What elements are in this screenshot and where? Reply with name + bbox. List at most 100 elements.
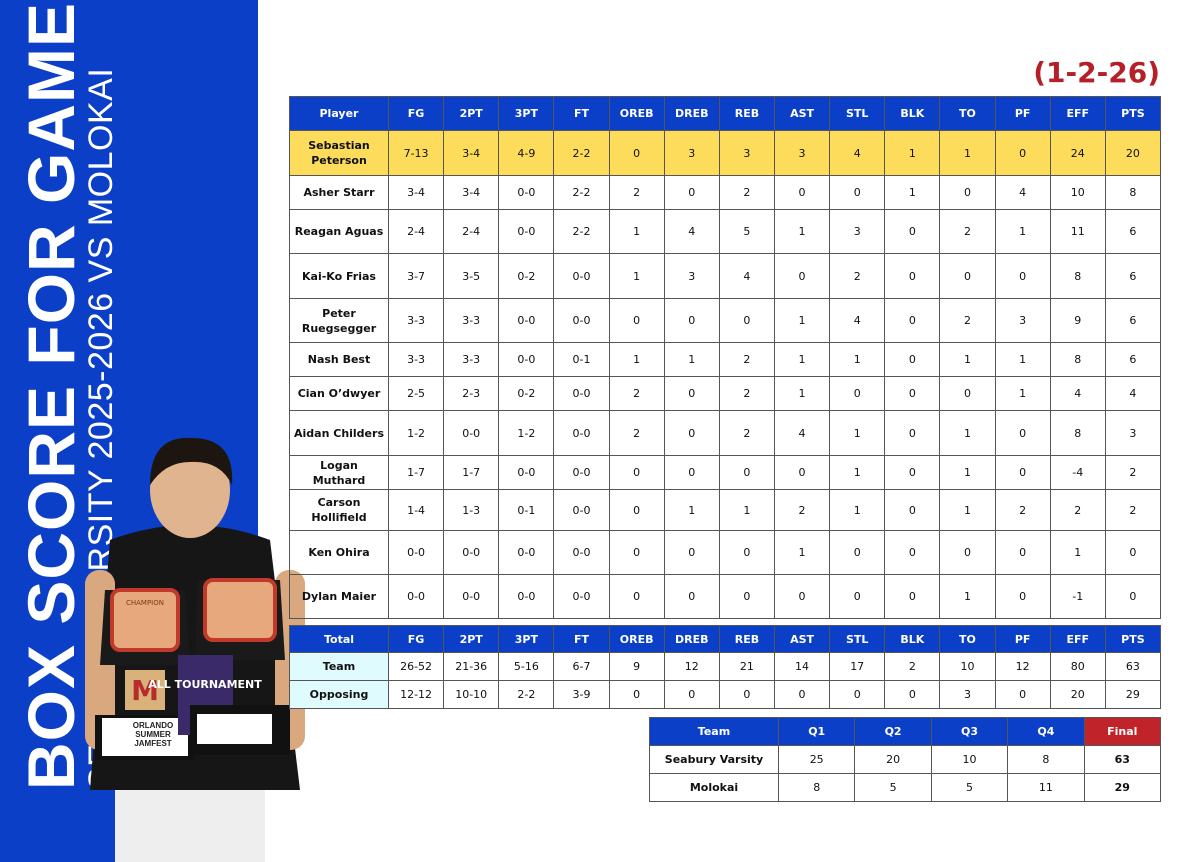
stat-cell: 0-0 xyxy=(387,530,445,575)
stat-cell: 3-7 xyxy=(387,253,445,299)
stat-cell: 0 xyxy=(773,574,831,619)
column-header: 2PT xyxy=(443,625,500,653)
stat-cell: -4 xyxy=(1049,455,1106,490)
trophy-plaque-text: ORLANDO SUMMER JAMFEST xyxy=(132,721,174,748)
stat-cell: 0-0 xyxy=(498,455,555,490)
stat-cell: 0 xyxy=(773,253,831,299)
stat-cell: 0 xyxy=(884,298,941,343)
stat-cell: 0 xyxy=(608,489,665,531)
table-row: Kai-Ko Frias 3-7 3-5 0-2 0-0 1 3 4 0 2 0 0 0 8 6 xyxy=(289,253,1162,299)
stat-cell: 2 xyxy=(608,376,665,411)
stat-cell: 0 xyxy=(829,680,886,709)
stat-cell: 80 xyxy=(1049,652,1106,681)
stat-cell: 0 xyxy=(994,455,1051,490)
stat-cell: 0 xyxy=(608,574,665,619)
stat-cell: 0-2 xyxy=(498,253,555,299)
stat-cell: 0-0 xyxy=(387,574,445,619)
stat-cell: 6 xyxy=(1104,209,1162,254)
stat-cell: 17 xyxy=(829,652,886,681)
stat-cell: 0-1 xyxy=(553,342,610,377)
trophy-text: CHAMPION xyxy=(126,599,164,607)
table-row: Aidan Childers 1-2 0-0 1-2 0-0 2 0 2 4 1 0 1 0 8 3 xyxy=(289,410,1162,456)
stat-cell: 20 xyxy=(1104,130,1162,176)
stat-cell: 1 xyxy=(994,342,1051,377)
stat-cell: 1 xyxy=(939,455,996,490)
column-header: Q1 xyxy=(777,717,856,746)
stat-cell: 1-2 xyxy=(498,410,555,456)
stat-cell: 11 xyxy=(1007,773,1085,802)
stat-cell: 0 xyxy=(608,130,665,176)
column-header: REB xyxy=(718,96,775,131)
column-header: PF xyxy=(994,96,1051,131)
table-row: Nash Best 3-3 3-3 0-0 0-1 1 1 2 1 1 0 1 1 8 6 xyxy=(289,342,1162,377)
stat-cell: 63 xyxy=(1083,745,1162,774)
column-header: BLK xyxy=(884,96,941,131)
stat-cell: 0 xyxy=(884,342,941,377)
stat-cell: 1 xyxy=(994,376,1051,411)
table-row: Logan Muthard 1-7 1-7 0-0 0-0 0 0 0 0 1 0 1 0 -4 2 xyxy=(289,455,1162,490)
stat-cell: 0-0 xyxy=(498,574,555,619)
stat-cell: 0 xyxy=(939,253,996,299)
stat-cell: 0-0 xyxy=(553,410,610,456)
column-header: Player xyxy=(289,96,389,131)
stat-cell: 25 xyxy=(777,745,856,774)
stat-cell: 1 xyxy=(663,342,720,377)
stat-cell: 29 xyxy=(1104,680,1162,709)
stat-cell: 20 xyxy=(854,745,932,774)
stat-cell: 0 xyxy=(884,680,941,709)
stat-cell: 3-3 xyxy=(387,298,445,343)
column-header: REB xyxy=(718,625,775,653)
stat-cell: 0-0 xyxy=(553,298,610,343)
stat-cell: 3-5 xyxy=(443,253,500,299)
stat-cell: 0-0 xyxy=(498,298,555,343)
stat-cell: 6 xyxy=(1104,342,1162,377)
stat-cell: 0-0 xyxy=(443,410,500,456)
stat-cell: 0 xyxy=(773,680,831,709)
stat-cell: 9 xyxy=(1049,298,1106,343)
stat-cell: 2-2 xyxy=(498,680,555,709)
stat-cell: 1 xyxy=(773,530,831,575)
column-header: FG xyxy=(387,96,445,131)
column-header: Total xyxy=(289,625,389,653)
stat-cell: 0-0 xyxy=(553,489,610,531)
stat-cell: 0 xyxy=(884,530,941,575)
stat-cell: 6 xyxy=(1104,253,1162,299)
stat-cell: 2-5 xyxy=(387,376,445,411)
stat-cell: 20 xyxy=(1049,680,1106,709)
stat-cell: 1-2 xyxy=(387,410,445,456)
stat-cell: 2-2 xyxy=(553,130,610,176)
stat-cell: 0 xyxy=(939,175,996,210)
column-header: 2PT xyxy=(443,96,500,131)
stat-cell: 2 xyxy=(939,298,996,343)
column-header: TO xyxy=(939,625,996,653)
row-label: Sebastian Peterson xyxy=(289,130,389,176)
stat-cell: 0 xyxy=(773,175,831,210)
column-header: EFF xyxy=(1049,625,1106,653)
stat-cell: 0-2 xyxy=(498,376,555,411)
stat-cell: 1 xyxy=(939,130,996,176)
stat-cell: 1 xyxy=(884,130,941,176)
column-header: AST xyxy=(773,625,831,653)
stat-cell: 10 xyxy=(1049,175,1106,210)
stat-cell: 5 xyxy=(930,773,1009,802)
stat-cell: 0-0 xyxy=(553,574,610,619)
stat-cell: 0 xyxy=(718,680,775,709)
row-label: Seabury Varsity xyxy=(649,745,779,774)
stat-cell: 4 xyxy=(718,253,775,299)
column-header: STL xyxy=(829,96,886,131)
stat-cell: 2 xyxy=(718,410,775,456)
stat-cell: 1 xyxy=(663,489,720,531)
table-row: Sebastian Peterson 7-13 3-4 4-9 2-2 0 3 3 3 4 1 1 0 2… xyxy=(289,130,1162,176)
stat-cell: 2 xyxy=(773,489,831,531)
stat-cell: 12 xyxy=(994,652,1051,681)
row-label: Logan Muthard xyxy=(289,455,389,490)
table-row: Carson Hollifield 1-4 1-3 0-1 0-0 0 1 1 2 1 0 1 2 2 2 xyxy=(289,489,1162,531)
column-header: PTS xyxy=(1104,96,1162,131)
stat-cell: 2 xyxy=(939,209,996,254)
stat-cell: 6 xyxy=(1104,298,1162,343)
column-header: STL xyxy=(829,625,886,653)
stat-cell: 24 xyxy=(1049,130,1106,176)
stat-cell: 0 xyxy=(939,376,996,411)
stat-cell: 8 xyxy=(1049,410,1106,456)
stat-cell: 0 xyxy=(829,376,886,411)
